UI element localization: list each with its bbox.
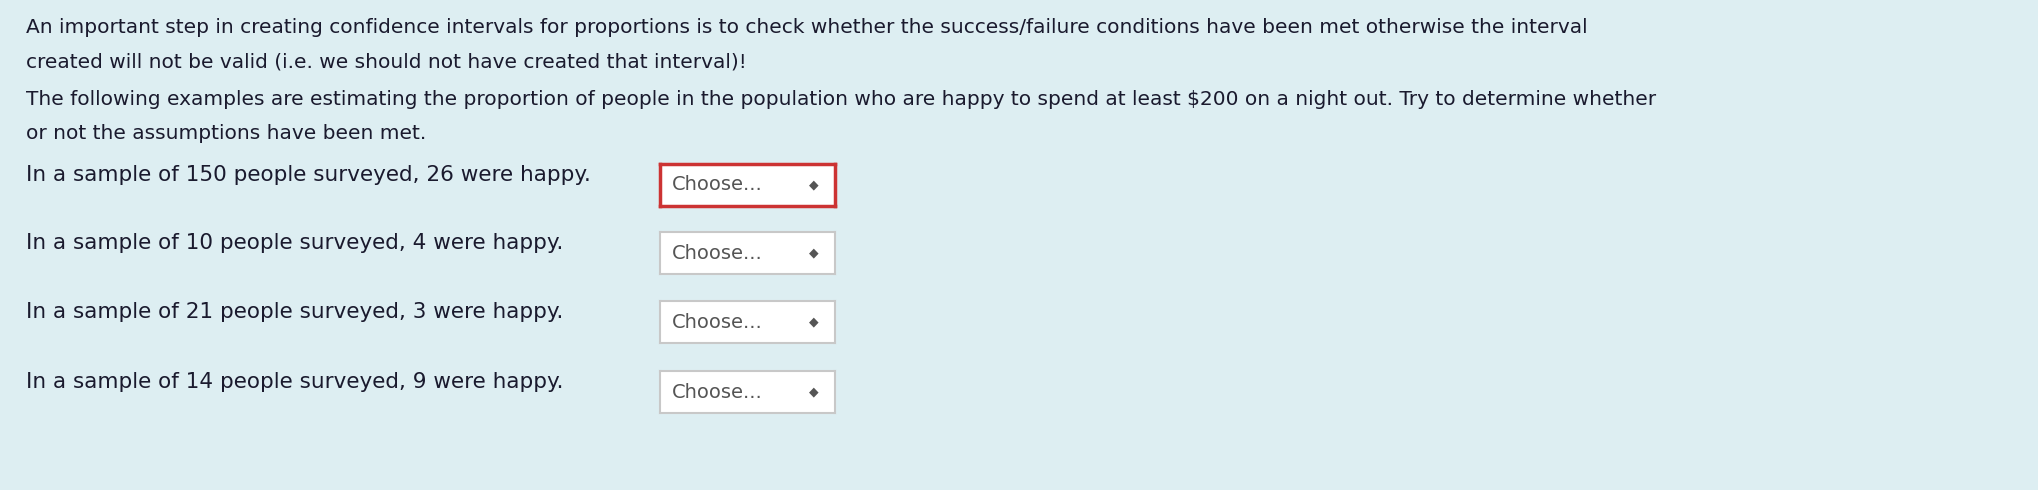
Text: ◆: ◆ bbox=[809, 386, 819, 398]
Text: Choose...: Choose... bbox=[673, 244, 762, 263]
Text: In a sample of 14 people surveyed, 9 were happy.: In a sample of 14 people surveyed, 9 wer… bbox=[26, 372, 562, 392]
Text: Choose...: Choose... bbox=[673, 175, 762, 195]
Text: Choose...: Choose... bbox=[673, 313, 762, 332]
Text: Choose...: Choose... bbox=[673, 383, 762, 401]
Text: In a sample of 10 people surveyed, 4 were happy.: In a sample of 10 people surveyed, 4 wer… bbox=[26, 233, 562, 253]
Text: The following examples are estimating the proportion of people in the population: The following examples are estimating th… bbox=[26, 90, 1657, 109]
Text: An important step in creating confidence intervals for proportions is to check w: An important step in creating confidence… bbox=[26, 18, 1588, 37]
Text: In a sample of 150 people surveyed, 26 were happy.: In a sample of 150 people surveyed, 26 w… bbox=[26, 165, 591, 185]
Text: created will not be valid (i.e. we should not have created that interval)!: created will not be valid (i.e. we shoul… bbox=[26, 52, 748, 71]
Text: In a sample of 21 people surveyed, 3 were happy.: In a sample of 21 people surveyed, 3 wer… bbox=[26, 302, 562, 322]
Text: or not the assumptions have been met.: or not the assumptions have been met. bbox=[26, 124, 426, 143]
Text: ◆: ◆ bbox=[809, 178, 819, 192]
Text: ◆: ◆ bbox=[809, 316, 819, 328]
Text: ◆: ◆ bbox=[809, 246, 819, 260]
